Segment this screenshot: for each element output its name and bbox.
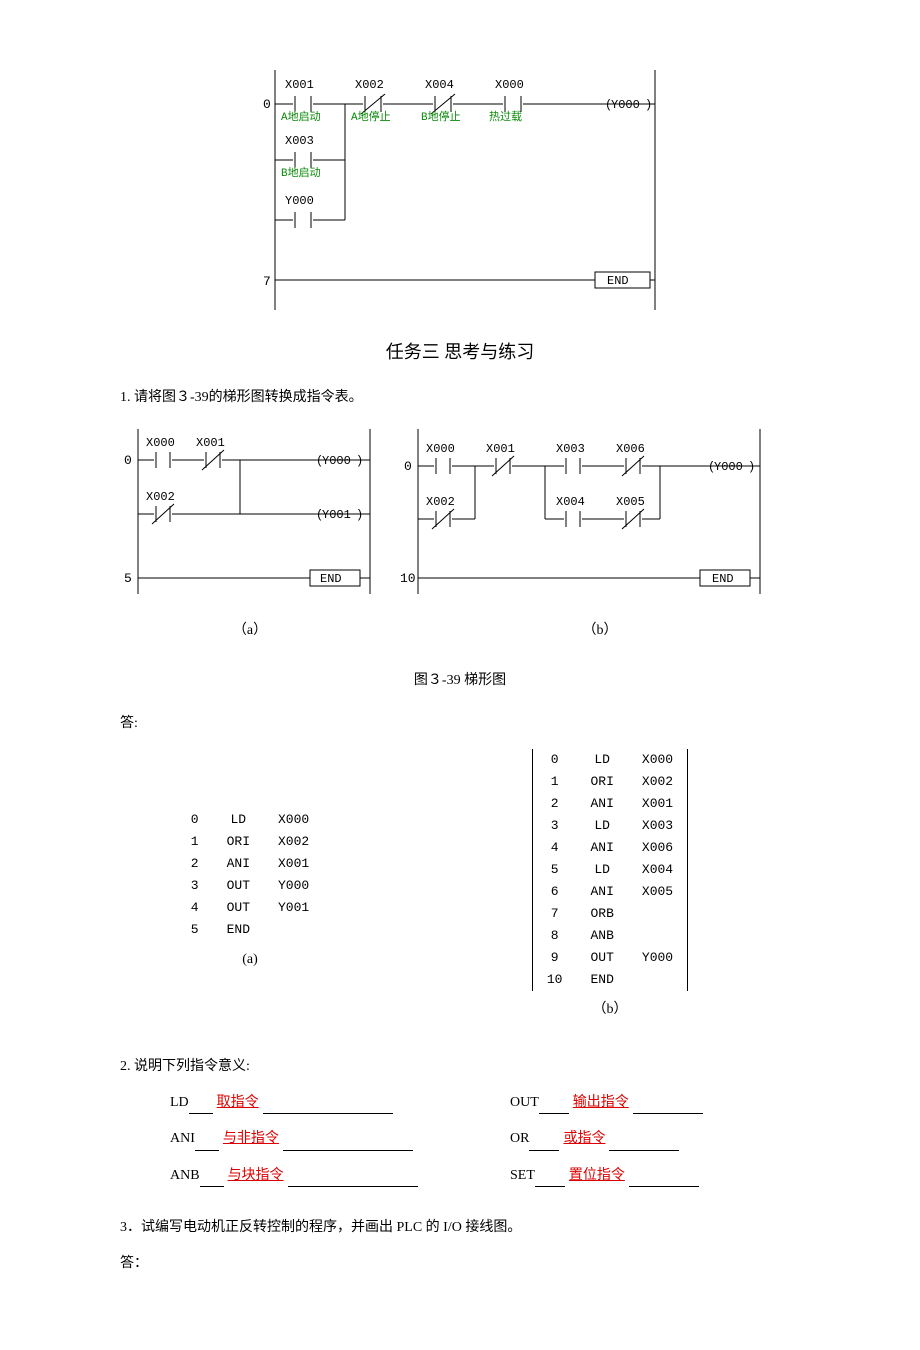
svg-text:X006: X006 <box>616 442 645 456</box>
table-row: 9OUTY000 <box>532 947 687 969</box>
table-row: 4ANIX006 <box>532 837 687 859</box>
coil-label: Y000 <box>611 98 640 112</box>
svg-text:X004: X004 <box>556 495 585 509</box>
section-title: 任务三 思考与练习 <box>120 338 800 367</box>
rung-label: 7 <box>263 274 271 289</box>
contact-label: X002 <box>355 78 384 92</box>
top-ladder-svg: 0 X001 A地启动 X002 A地停止 X004 B地停止 X000 热过载… <box>255 60 665 320</box>
svg-text:5: 5 <box>124 571 132 586</box>
svg-text:X002: X002 <box>146 490 175 504</box>
svg-text:X000: X000 <box>426 442 455 456</box>
definition-row: LD取指令OUT输出指令 <box>170 1092 800 1114</box>
svg-text:0: 0 <box>404 459 412 474</box>
branch-sub: B地启动 <box>281 166 321 180</box>
svg-text:): ) <box>748 460 755 474</box>
end-label: END <box>607 274 629 288</box>
svg-text:Y000: Y000 <box>714 460 743 474</box>
table-row: 6ANIX005 <box>532 881 687 903</box>
svg-text:X000: X000 <box>146 436 175 450</box>
contact-label: X004 <box>425 78 454 92</box>
instruction-table-a: 0LDX0001ORIX0022ANIX0013OUTY0004OUTY0015… <box>177 809 323 941</box>
svg-text:Y001: Y001 <box>322 508 351 522</box>
svg-text:): ) <box>356 454 363 468</box>
contact-label: X001 <box>285 78 314 92</box>
contact-sub: 热过载 <box>489 110 522 124</box>
contact-sub: B地停止 <box>421 109 461 124</box>
svg-text:END: END <box>320 572 342 586</box>
table-row: 7ORB <box>532 903 687 925</box>
q1-prompt: 1. 请将图３-39的梯形图转换成指令表。 <box>120 387 800 409</box>
table-row: 0LDX000 <box>532 749 687 771</box>
table-row: 5END <box>177 919 323 941</box>
table-row: 3OUTY000 <box>177 875 323 897</box>
diagram-row: 0 X000 X001 ( Y000 ) X002 ( Y001 <box>120 424 800 663</box>
svg-text:0: 0 <box>124 453 132 468</box>
table-row: 2ANIX001 <box>177 853 323 875</box>
table-row: 3LDX003 <box>532 815 687 837</box>
definition-row: ANI与非指令OR或指令 <box>170 1128 800 1150</box>
svg-text:END: END <box>712 572 734 586</box>
svg-text:X001: X001 <box>196 436 225 450</box>
svg-text:X001: X001 <box>486 442 515 456</box>
contact-sub: A地启动 <box>281 110 321 124</box>
table-row: 0LDX000 <box>177 809 323 831</box>
q3-line1: 3．试编写电动机正反转控制的程序，并画出 PLC 的 I/O 接线图。 <box>120 1217 800 1239</box>
table-row: 1ORIX002 <box>532 771 687 793</box>
contact-label: X000 <box>495 78 524 92</box>
table-row: 2ANIX001 <box>532 793 687 815</box>
rung-label: 0 <box>263 97 271 112</box>
diag-a-label: （a） <box>120 620 380 642</box>
svg-text:X005: X005 <box>616 495 645 509</box>
table-row: 8ANB <box>532 925 687 947</box>
diag-b-label: （b） <box>400 620 800 642</box>
svg-text:): ) <box>645 98 652 112</box>
definition-row: ANB与块指令SET置位指令 <box>170 1165 800 1187</box>
diagram-a: 0 X000 X001 ( Y000 ) X002 ( Y001 <box>120 424 380 604</box>
diagram-b: 0 X000 X001 X003 X006 (Y000) X002 <box>400 424 770 604</box>
table-row: 1ORIX002 <box>177 831 323 853</box>
table-b-label: （b） <box>420 999 800 1021</box>
svg-text:): ) <box>356 508 363 522</box>
instruction-table-b: 0LDX0001ORIX0022ANIX0013LDX0034ANIX0065L… <box>532 749 688 991</box>
branch-label: X003 <box>285 134 314 148</box>
svg-text:X002: X002 <box>426 495 455 509</box>
answer-label: 答: <box>120 713 800 735</box>
fig-caption: 图３-39 梯形图 <box>120 670 800 692</box>
table-row: 5LDX004 <box>532 859 687 881</box>
branch-label: Y000 <box>285 194 314 208</box>
table-row: 4OUTY001 <box>177 897 323 919</box>
svg-text:10: 10 <box>400 571 416 586</box>
q2-prompt: 2. 说明下列指令意义: <box>120 1056 800 1078</box>
top-ladder: 0 X001 A地启动 X002 A地停止 X004 B地停止 X000 热过载… <box>255 60 665 328</box>
svg-text:Y000: Y000 <box>322 454 351 468</box>
svg-text:X003: X003 <box>556 442 585 456</box>
definitions: LD取指令OUT输出指令 ANI与非指令OR或指令 ANB与块指令SET置位指令 <box>170 1092 800 1187</box>
contact-sub: A地停止 <box>351 109 391 124</box>
table-a-label: (a) <box>120 949 380 971</box>
q3-line2: 答： <box>120 1253 800 1275</box>
table-row: 10END <box>532 969 687 991</box>
